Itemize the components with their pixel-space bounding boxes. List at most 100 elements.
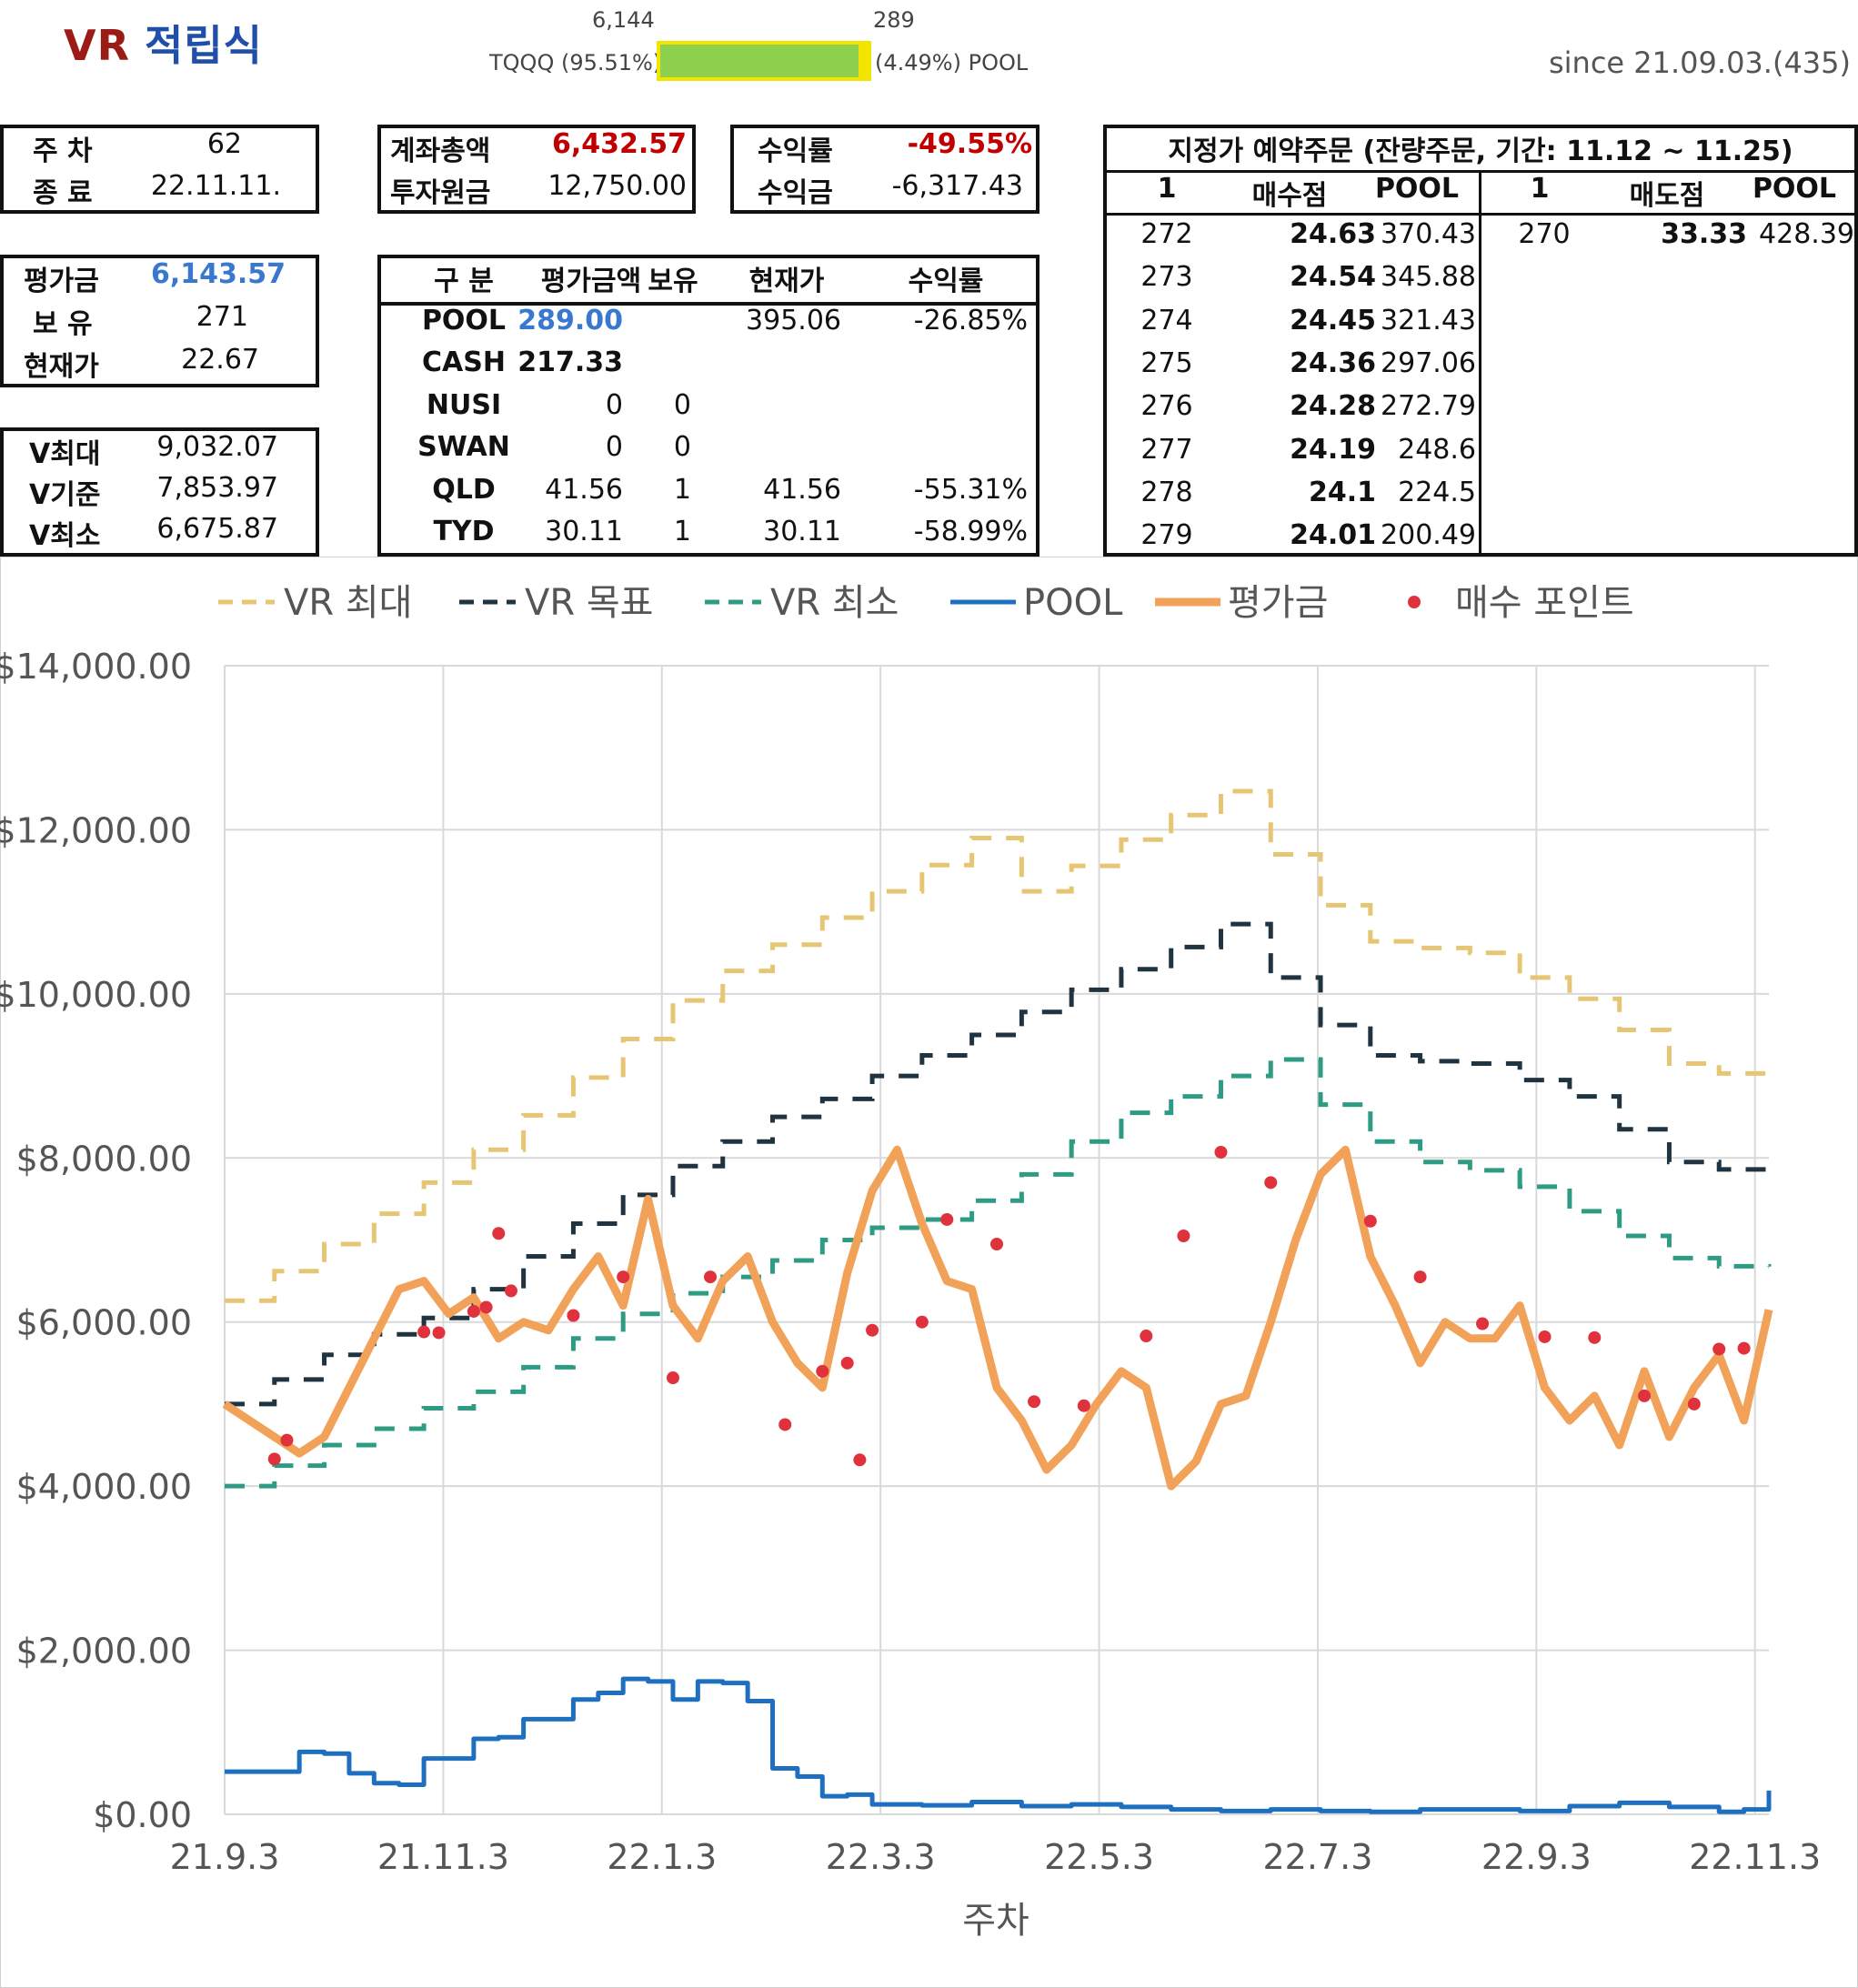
buy-point-marker xyxy=(479,1300,493,1314)
vmax-label: V최대 xyxy=(29,438,101,470)
buy-header-cell: POOL xyxy=(1374,173,1460,205)
orders-title: 지정가 예약주문 (잔량주문, 기간: 11.12 ~ 11.25) xyxy=(1168,136,1793,167)
vr-target-line xyxy=(225,921,1772,1407)
buy-point-marker xyxy=(990,1238,1003,1251)
holdings-cell: QLD xyxy=(432,473,496,506)
buy-point-marker xyxy=(267,1452,281,1466)
buy-order-cell: 224.5 xyxy=(1398,476,1476,508)
title-kr: 적립식 xyxy=(145,21,263,70)
holdings-cell: 0 xyxy=(605,431,623,463)
y-tick-label: $6,000.00 xyxy=(16,1303,192,1343)
vbase-value: 7,853.97 xyxy=(156,472,278,504)
x-tick-label: 22.9.3 xyxy=(1481,1837,1592,1877)
hold-value: 271 xyxy=(196,301,248,333)
title-vr: VR xyxy=(64,21,131,70)
holdings-cell: 1 xyxy=(673,516,691,547)
price-value: 22.67 xyxy=(181,344,259,376)
buy-order-cell: 272 xyxy=(1140,218,1193,250)
buy-point-marker xyxy=(280,1433,294,1447)
vbase-label: V기준 xyxy=(29,479,101,511)
buy-point-marker xyxy=(778,1418,792,1431)
buy-point-marker xyxy=(940,1212,954,1226)
buy-point-legend-swatch xyxy=(1408,596,1421,608)
holdings-cell: CASH xyxy=(422,346,506,378)
vr-max-line xyxy=(225,788,1772,1303)
buy-order-cell: 24.36 xyxy=(1290,346,1376,379)
buy-point-marker xyxy=(1177,1229,1190,1242)
buy-order-cell: 24.19 xyxy=(1290,433,1376,466)
sell-order-cell: 428.39 xyxy=(1759,218,1854,250)
pool-line xyxy=(225,1676,1772,1814)
y-tick-label: $12,000.00 xyxy=(0,810,192,850)
week-box xyxy=(0,125,319,214)
holdings-cell: -58.99% xyxy=(913,516,1028,547)
holdings-cell: NUSI xyxy=(426,388,502,421)
holdings-cell: 0 xyxy=(673,388,691,421)
profit-value: -6,317.43 xyxy=(891,170,1023,202)
vmax-value: 9,032.07 xyxy=(156,431,278,463)
buy-point-marker xyxy=(1538,1330,1552,1343)
holdings-cell: 41.56 xyxy=(763,473,841,506)
holdings-cell: -26.85% xyxy=(913,304,1028,336)
y-tick-label: $4,000.00 xyxy=(16,1467,192,1507)
buy-order-cell: 275 xyxy=(1140,346,1193,379)
portfolio-chart: VR 최대 VR 목표 VR 최소 POOL 평가금 매수 포인트 $0.00 $2,000… xyxy=(0,582,1822,1942)
x-tick-label: 22.7.3 xyxy=(1263,1837,1373,1877)
pool-line-legend-label: POOL xyxy=(1023,582,1123,624)
hold-label: 보 유 xyxy=(33,308,93,340)
buy-point-marker xyxy=(1140,1330,1153,1343)
vr-target-line-legend-label: VR 목표 xyxy=(525,582,653,624)
y-axis-ticks: $0.00 $2,000.00 $4,000.00 $6,000.00 $8,000.0… xyxy=(0,647,192,1835)
buy-point-marker xyxy=(1413,1270,1427,1284)
vmin-value: 6,675.87 xyxy=(156,513,278,545)
buy-order-cell: 297.06 xyxy=(1381,346,1476,379)
holdings-header-divider xyxy=(377,302,1039,306)
holdings-header-cell: 평가금액 xyxy=(540,266,642,297)
y-tick-label: $2,000.00 xyxy=(16,1632,192,1672)
buy-order-cell: 24.63 xyxy=(1290,218,1376,250)
buy-point-marker xyxy=(1712,1342,1726,1356)
rate-value: -49.55% xyxy=(907,128,1032,160)
x-tick-label: 22.1.3 xyxy=(607,1837,717,1877)
pool-value: 289 xyxy=(873,7,915,33)
rate-label: 수익률 xyxy=(758,136,833,167)
principal-value: 12,750.00 xyxy=(547,170,687,202)
week-value: 62 xyxy=(206,128,242,160)
buy-point-marker xyxy=(432,1326,446,1340)
sell-order-cell: 33.33 xyxy=(1661,218,1747,250)
y-tick-label: $10,000.00 xyxy=(0,975,192,1015)
vr-min-line xyxy=(225,1057,1772,1489)
y-tick-label: $0.00 xyxy=(93,1795,192,1835)
account-box xyxy=(377,125,696,214)
buy-point-marker xyxy=(1588,1330,1602,1344)
total-value: 6,432.57 xyxy=(551,128,687,160)
buy-order-cell: 278 xyxy=(1140,476,1193,508)
holdings-header-cell: 현재가 xyxy=(748,266,825,297)
sell-header-cell: POOL xyxy=(1752,173,1837,205)
buy-order-cell: 24.01 xyxy=(1290,519,1376,552)
x-tick-label: 22.11.3 xyxy=(1689,1837,1821,1877)
eval-box xyxy=(0,255,319,387)
buy-point-marker xyxy=(1687,1397,1701,1411)
buy-point-marker xyxy=(853,1453,867,1467)
buy-order-cell: 345.88 xyxy=(1381,261,1476,294)
buy-point-marker xyxy=(1264,1176,1278,1190)
buy-order-cell: 277 xyxy=(1140,433,1193,466)
x-axis-ticks: 21.9.3 21.11.3 22.1.3 22.3.3 22.5.3 22.7.3 22.… xyxy=(170,1837,1822,1877)
chart-series xyxy=(222,788,1773,1814)
eval-line-legend-label: 평가금 xyxy=(1228,582,1328,624)
allocation-bar-pool xyxy=(858,45,868,77)
buy-point-marker xyxy=(1077,1399,1090,1412)
buy-point-marker xyxy=(666,1371,679,1385)
holdings-cell: 217.33 xyxy=(517,346,623,378)
buy-point-marker xyxy=(417,1325,431,1339)
holdings-cell: 1 xyxy=(673,473,691,506)
week-label: 주 차 xyxy=(33,136,93,167)
orders-box xyxy=(1103,125,1858,557)
buy-point-marker xyxy=(467,1304,480,1318)
vr-max-line-legend-label: VR 최대 xyxy=(284,582,412,624)
buy-header-cell: 매수점 xyxy=(1251,180,1328,212)
buy-point-marker xyxy=(840,1356,854,1370)
x-tick-label: 21.11.3 xyxy=(377,1837,509,1877)
holdings-cell: 41.56 xyxy=(545,473,623,506)
